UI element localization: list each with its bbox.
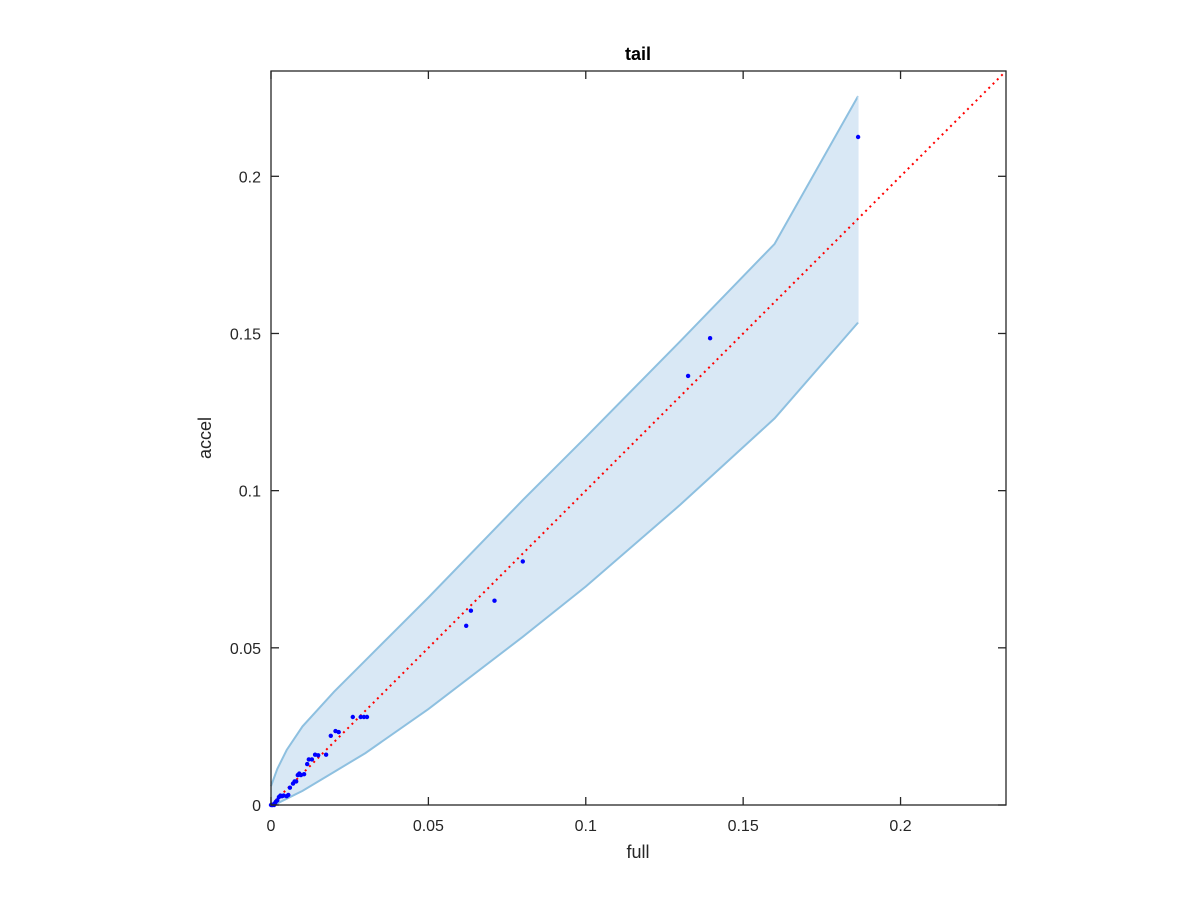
data-point: [301, 772, 307, 777]
data-point: [286, 792, 291, 798]
data-point: [364, 714, 370, 720]
plot-frame: [270, 70, 1007, 806]
band-upper-edge: [270, 95, 859, 787]
data-point: [520, 559, 525, 564]
data-point: [350, 714, 355, 720]
x-tick-label: 0.15: [728, 818, 759, 835]
reference-line: [270, 70, 1007, 806]
y-tick-label: 0.05: [230, 641, 261, 658]
data-point: [685, 373, 691, 379]
data-point: [294, 779, 299, 784]
data-point: [328, 733, 333, 738]
data-point: [707, 336, 713, 341]
x-tick-label: 0.2: [889, 818, 911, 835]
data-point: [492, 598, 497, 603]
data-point: [305, 761, 310, 767]
data-point: [358, 714, 363, 720]
y-tick-label: 0.15: [230, 326, 261, 343]
data-point: [464, 623, 469, 628]
band-lower-edge: [270, 321, 859, 806]
y-tick-label: 0.2: [239, 169, 261, 186]
tick-labels: 0 0.05 0.1 0.15 0.2 0 0.05 0.1 0.15 0.2: [230, 169, 912, 835]
data-point: [309, 757, 315, 762]
data-point: [361, 714, 367, 720]
data-point: [306, 757, 311, 762]
band-fill: [271, 96, 859, 806]
y-axis-label: accel: [195, 417, 215, 459]
axes-frame: [270, 70, 1007, 806]
y-tick-label: 0.1: [239, 484, 261, 501]
chart-title: tail: [625, 44, 651, 64]
x-tick-label: 0: [267, 818, 276, 835]
data-point: [468, 608, 474, 613]
data-point: [287, 785, 293, 790]
confidence-band: [270, 95, 859, 806]
x-axis-label: full: [626, 842, 649, 862]
data-point: [316, 753, 321, 758]
x-tick-label: 0.1: [575, 818, 597, 835]
tick-marks: [270, 71, 1006, 806]
data-point: [855, 134, 861, 140]
x-tick-label: 0.05: [413, 818, 444, 835]
identity-line: [270, 70, 1007, 806]
data-point: [323, 752, 329, 757]
y-tick-label: 0: [252, 798, 261, 815]
data-point: [336, 729, 341, 735]
